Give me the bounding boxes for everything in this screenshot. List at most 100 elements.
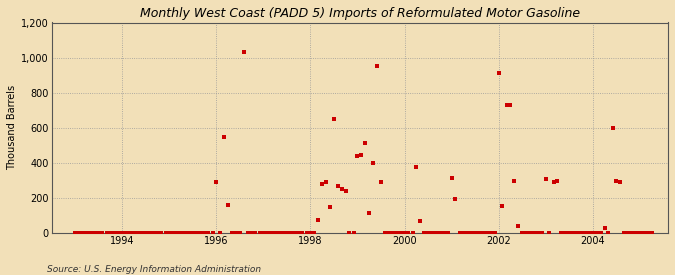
Point	[626, 231, 637, 235]
Point	[70, 231, 80, 235]
Point	[478, 231, 489, 235]
Point	[348, 231, 359, 235]
Point	[446, 176, 457, 180]
Point	[360, 141, 371, 145]
Point	[634, 231, 645, 235]
Point	[509, 178, 520, 183]
Point	[281, 231, 292, 235]
Point	[568, 231, 578, 235]
Point	[293, 231, 304, 235]
Point	[407, 231, 418, 235]
Point	[431, 231, 441, 235]
Point	[219, 134, 230, 139]
Point	[254, 231, 265, 235]
Point	[101, 231, 112, 235]
Point	[473, 231, 484, 235]
Point	[638, 231, 649, 235]
Point	[646, 231, 657, 235]
Point	[132, 231, 143, 235]
Point	[481, 231, 492, 235]
Point	[391, 231, 402, 235]
Point	[375, 180, 386, 185]
Point	[599, 226, 610, 230]
Point	[90, 231, 101, 235]
Point	[136, 231, 147, 235]
Point	[372, 63, 383, 68]
Point	[78, 231, 88, 235]
Point	[352, 154, 363, 158]
Point	[191, 231, 202, 235]
Point	[340, 189, 351, 193]
Point	[290, 231, 300, 235]
Point	[497, 204, 508, 208]
Point	[231, 231, 242, 235]
Point	[332, 184, 343, 188]
Point	[427, 231, 437, 235]
Point	[505, 103, 516, 107]
Point	[211, 180, 221, 185]
Point	[207, 231, 218, 235]
Point	[148, 231, 159, 235]
Point	[164, 231, 175, 235]
Point	[223, 203, 234, 207]
Point	[450, 197, 461, 201]
Point	[414, 219, 425, 223]
Point	[74, 231, 84, 235]
Point	[470, 231, 481, 235]
Point	[113, 231, 124, 235]
Point	[297, 231, 308, 235]
Point	[364, 211, 375, 215]
Point	[195, 231, 206, 235]
Point	[485, 231, 496, 235]
Point	[572, 231, 583, 235]
Point	[493, 71, 504, 76]
Point	[109, 231, 119, 235]
Point	[156, 231, 167, 235]
Point	[125, 231, 136, 235]
Point	[176, 231, 186, 235]
Point	[576, 231, 587, 235]
Point	[180, 231, 190, 235]
Point	[435, 231, 446, 235]
Point	[591, 231, 602, 235]
Point	[270, 231, 281, 235]
Point	[258, 231, 269, 235]
Point	[242, 231, 253, 235]
Point	[411, 165, 422, 170]
Point	[513, 224, 524, 229]
Point	[313, 218, 324, 222]
Point	[93, 231, 104, 235]
Point	[188, 231, 198, 235]
Point	[537, 231, 547, 235]
Point	[524, 231, 535, 235]
Point	[337, 187, 348, 192]
Point	[286, 231, 296, 235]
Point	[387, 231, 398, 235]
Point	[383, 231, 394, 235]
Point	[160, 231, 171, 235]
Point	[140, 231, 151, 235]
Point	[489, 231, 500, 235]
Point	[301, 231, 312, 235]
Point	[564, 231, 574, 235]
Point	[238, 50, 249, 54]
Point	[423, 231, 433, 235]
Point	[199, 231, 210, 235]
Point	[419, 231, 430, 235]
Point	[540, 177, 551, 181]
Point	[442, 231, 453, 235]
Point	[587, 231, 598, 235]
Point	[321, 180, 331, 185]
Point	[466, 231, 477, 235]
Point	[548, 180, 559, 185]
Title: Monthly West Coast (PADD 5) Imports of Reformulated Motor Gasoline: Monthly West Coast (PADD 5) Imports of R…	[140, 7, 580, 20]
Point	[544, 231, 555, 235]
Point	[607, 126, 618, 130]
Point	[97, 231, 108, 235]
Point	[630, 231, 641, 235]
Point	[379, 231, 390, 235]
Point	[325, 205, 335, 209]
Point	[152, 231, 163, 235]
Point	[403, 231, 414, 235]
Point	[215, 231, 225, 235]
